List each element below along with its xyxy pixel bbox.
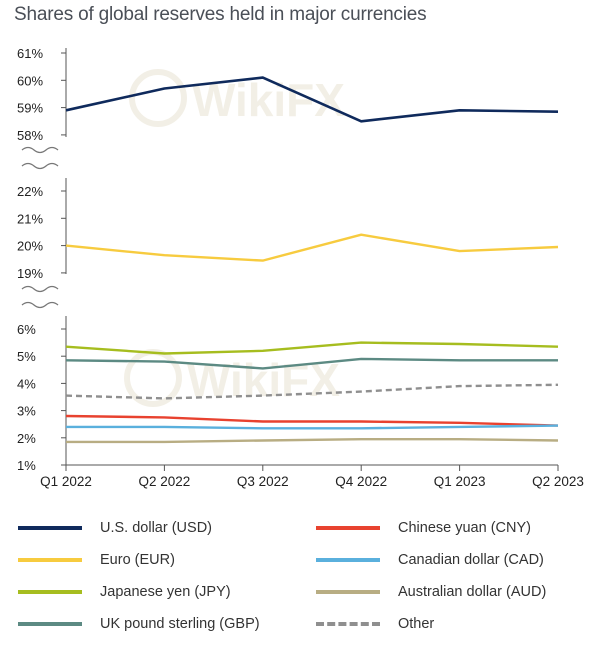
legend-label: U.S. dollar (USD) <box>100 520 212 536</box>
y-tick-label: 5% <box>17 349 36 364</box>
series-line-other <box>65 383 559 400</box>
x-tick-label: Q4 2022 <box>335 474 387 489</box>
axis-break-mark <box>21 301 59 309</box>
series-line-cny <box>65 414 559 427</box>
series-line-aud <box>66 438 559 444</box>
legend-label: Euro (EUR) <box>100 552 175 568</box>
legend-swatch <box>18 526 82 530</box>
y-tick-label: 20% <box>17 239 43 254</box>
x-tick-label: Q3 2022 <box>237 474 289 489</box>
legend-swatch <box>18 590 82 594</box>
y-tick-label: 21% <box>17 211 43 226</box>
y-tick-label: 3% <box>17 404 36 419</box>
y-tick-label: 6% <box>17 322 36 337</box>
y-tick-label: 1% <box>17 458 36 473</box>
series-line-gbp <box>65 357 558 370</box>
series-line-jpy <box>65 341 559 355</box>
legend-label: UK pound sterling (GBP) <box>100 616 260 632</box>
series-layer <box>65 76 559 444</box>
legend-label: Australian dollar (AUD) <box>398 584 547 600</box>
legend-swatch <box>316 558 380 562</box>
y-tick-label: 2% <box>17 431 36 446</box>
legend-item-usd: U.S. dollar (USD) <box>18 520 212 536</box>
y-tick-label: 4% <box>17 376 36 391</box>
y-tick-label: 22% <box>17 184 43 199</box>
legend-swatch <box>18 558 82 562</box>
axis-break-mark <box>21 162 59 170</box>
legend-item-eur: Euro (EUR) <box>18 552 175 568</box>
legend-swatch <box>316 526 380 530</box>
legend-item-cad: Canadian dollar (CAD) <box>316 552 544 568</box>
axis-break-mark <box>21 146 59 154</box>
y-tick-label: 19% <box>17 266 43 281</box>
axes-layer: 61% 60% 59% 58% 22% 21% 20% 19% 6% 5% 4% 3% 2% 1% Q1 2… <box>17 46 584 489</box>
series-line-cad <box>66 424 559 430</box>
legend-item-jpy: Japanese yen (JPY) <box>18 584 231 600</box>
legend-swatch <box>18 622 82 626</box>
legend-label: Chinese yuan (CNY) <box>398 520 531 536</box>
legend-label: Other <box>398 616 435 632</box>
x-tick-label: Q2 2023 <box>532 474 584 489</box>
series-line-usd <box>65 76 559 123</box>
legend-item-cny: Chinese yuan (CNY) <box>316 520 531 536</box>
y-tick-label: 58% <box>17 128 43 143</box>
chart-title: Shares of global reserves held in major … <box>14 4 427 25</box>
legend-label: Japanese yen (JPY) <box>100 584 231 600</box>
legend-label: Canadian dollar (CAD) <box>398 552 544 568</box>
x-tick-label: Q2 2022 <box>139 474 191 489</box>
y-tick-label: 61% <box>17 46 43 61</box>
legend-item-gbp: UK pound sterling (GBP) <box>18 616 260 632</box>
legend-item-aud: Australian dollar (AUD) <box>316 584 546 600</box>
axis-break-mark <box>21 285 59 293</box>
series-line-eur <box>65 233 559 262</box>
legend-swatch <box>316 590 380 594</box>
x-tick-label: Q1 2022 <box>40 474 92 489</box>
y-tick-label: 60% <box>17 73 43 88</box>
x-tick-label: Q1 2023 <box>434 474 486 489</box>
legend-swatch <box>316 622 380 626</box>
legend-item-other: Other <box>316 616 434 632</box>
y-tick-label: 59% <box>17 101 43 116</box>
